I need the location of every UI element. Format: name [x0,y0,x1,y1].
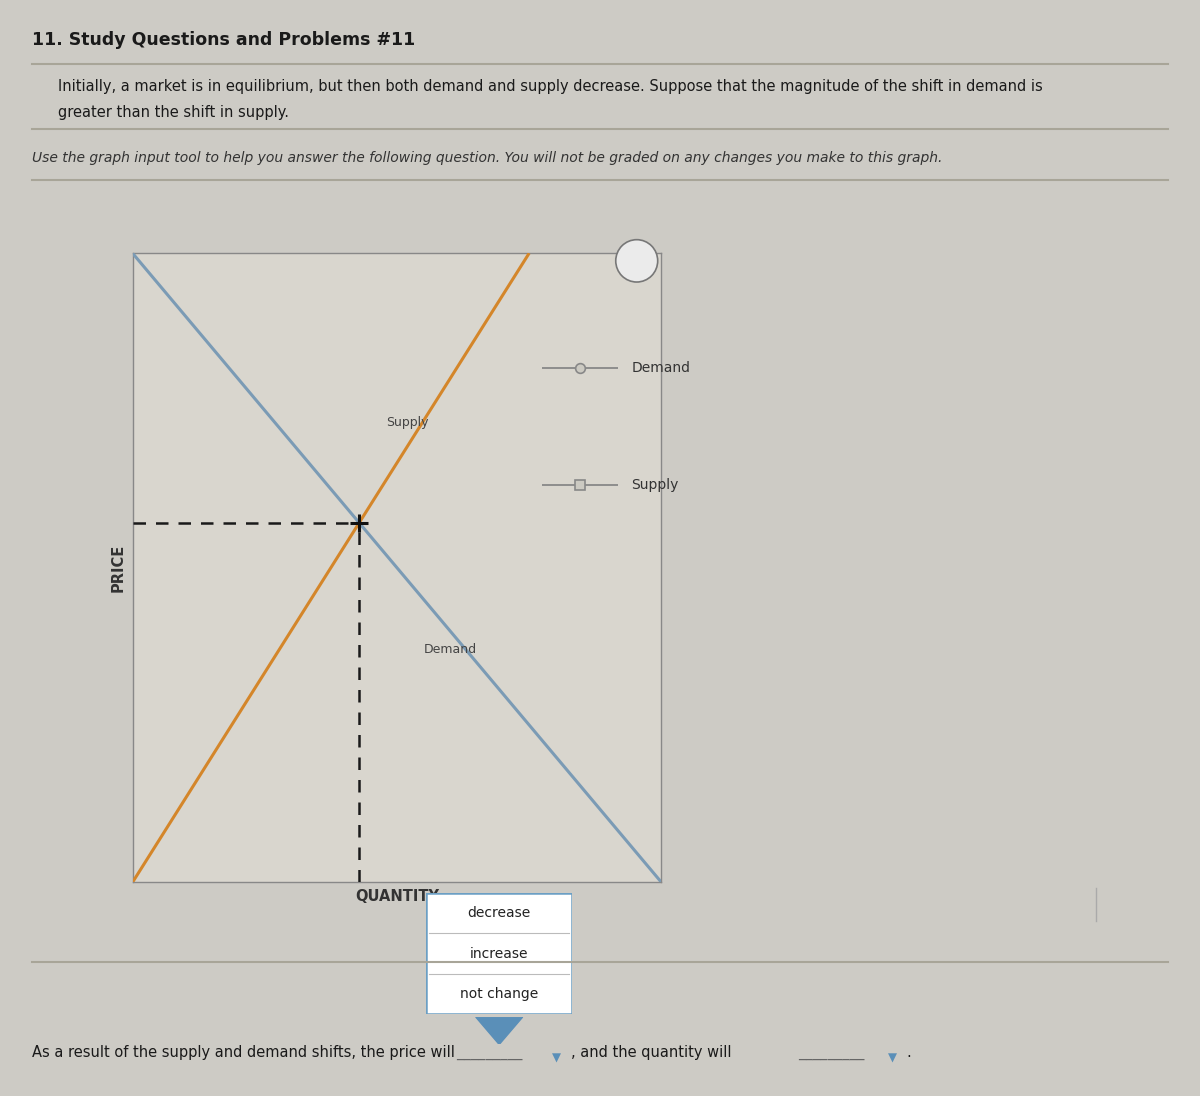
X-axis label: QUANTITY: QUANTITY [355,889,439,904]
Circle shape [616,240,658,282]
FancyBboxPatch shape [426,893,572,1014]
Text: Initially, a market is in equilibrium, but then both demand and supply decrease.: Initially, a market is in equilibrium, b… [58,79,1043,94]
Text: Demand: Demand [424,643,476,657]
Text: _________: _________ [456,1044,522,1060]
Text: Supply: Supply [386,416,428,430]
Text: .: . [906,1044,911,1060]
Polygon shape [475,1017,523,1044]
Y-axis label: PRICE: PRICE [110,544,126,592]
Text: ▼: ▼ [888,1051,898,1064]
Text: decrease: decrease [468,906,530,921]
Text: increase: increase [470,947,528,960]
Text: not change: not change [460,986,539,1001]
Text: Use the graph input tool to help you answer the following question. You will not: Use the graph input tool to help you ans… [32,151,943,165]
Text: As a result of the supply and demand shifts, the price will: As a result of the supply and demand shi… [32,1044,455,1060]
Text: , and the quantity will: , and the quantity will [571,1044,732,1060]
Text: ▼: ▼ [552,1051,562,1064]
Text: _________: _________ [798,1044,864,1060]
Text: Supply: Supply [631,478,679,492]
Text: ?: ? [632,254,641,270]
Text: 11. Study Questions and Problems #11: 11. Study Questions and Problems #11 [32,31,415,48]
Text: greater than the shift in supply.: greater than the shift in supply. [58,105,289,121]
Text: Demand: Demand [631,362,690,375]
